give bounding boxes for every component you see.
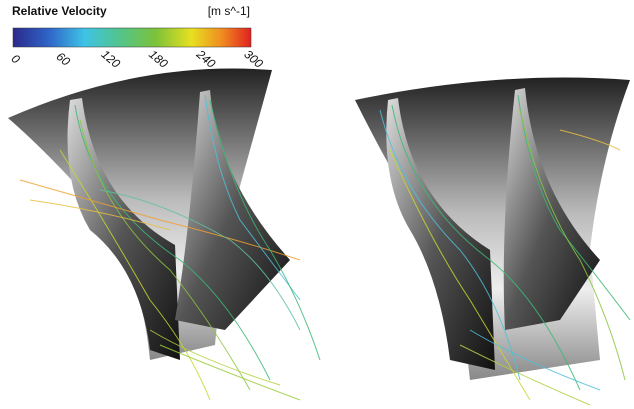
colorbar-tick-label: 240: [193, 46, 218, 70]
colorbar-tick-label: 180: [146, 47, 171, 71]
streamline: [160, 345, 300, 400]
impeller-left: [8, 69, 320, 400]
colorbar-tick-label: 0: [9, 51, 23, 66]
colorbar-tick-label: 120: [99, 47, 124, 71]
colorbar-title: Relative Velocity: [12, 4, 107, 18]
figure: Relative Velocity [m s^-1] 0 60 120 180 240 3…: [0, 0, 634, 409]
colorbar-tick-label: 300: [241, 47, 266, 71]
impeller-right: [355, 78, 630, 406]
colorbar: [13, 28, 251, 47]
colorbar-ticks: 0 60 120 180 240 300: [9, 46, 266, 70]
colorbar-unit: [m s^-1]: [208, 4, 250, 18]
colorbar-tick-label: 60: [54, 49, 73, 69]
